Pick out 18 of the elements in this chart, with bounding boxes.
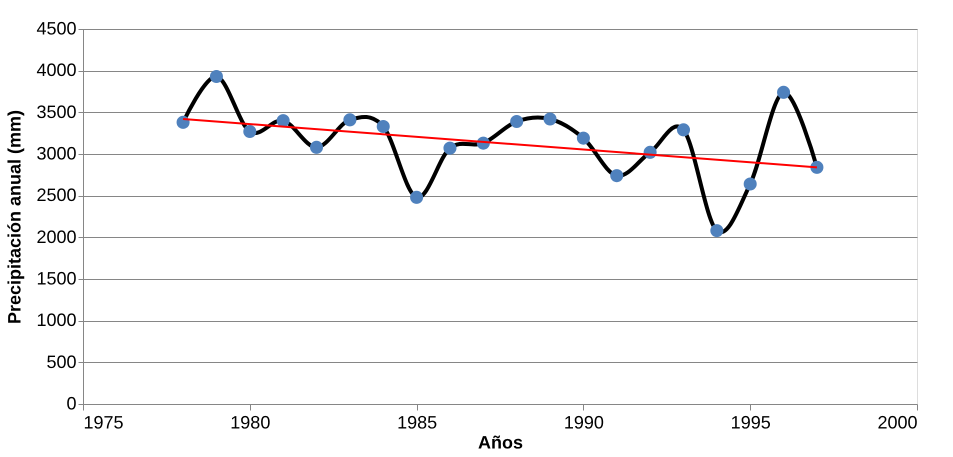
y-axis-title: Precipitación anual (mm): [4, 110, 24, 324]
x-tick-label: 1995: [730, 412, 771, 432]
y-tick-label: 2500: [36, 185, 76, 206]
x-tick-label: 2000: [877, 412, 918, 432]
x-tick-label: 1990: [564, 412, 604, 432]
x-tick-label: 1980: [230, 412, 270, 432]
x-axis-title: Años: [478, 432, 523, 452]
y-tick-label: 3500: [36, 102, 76, 122]
y-tick-label: 4000: [36, 60, 76, 80]
y-tick-label: 500: [46, 352, 76, 372]
y-tick-label: 2000: [36, 226, 76, 247]
y-tick-label: 0: [66, 394, 76, 414]
x-tick-label: 1975: [84, 412, 124, 432]
y-tick-label: 1000: [36, 310, 76, 330]
x-tick-label: 1985: [397, 412, 438, 432]
y-tick-label: 1500: [36, 268, 76, 288]
y-tick-label: 3000: [36, 144, 76, 164]
y-tick-label: 4500: [36, 18, 76, 38]
